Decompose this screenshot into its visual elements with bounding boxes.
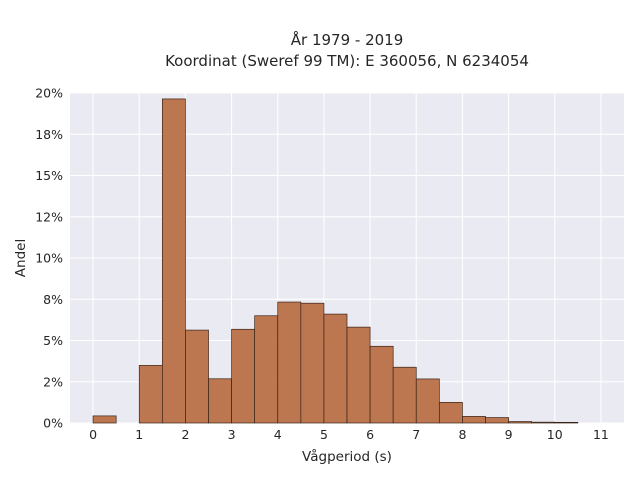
y-tick-label: 18% <box>35 127 63 142</box>
y-tick-label: 10% <box>35 251 63 266</box>
histogram-bar <box>161 98 186 424</box>
histogram-bar <box>300 302 325 424</box>
x-tick-label: 9 <box>505 427 513 442</box>
histogram-bar <box>346 326 371 424</box>
x-tick-labels: 0 1 2 3 4 5 6 7 8 9 10 11 <box>89 427 609 442</box>
x-tick-label: 3 <box>228 427 236 442</box>
y-tick-label: 0% <box>43 416 63 431</box>
x-tick-label: 7 <box>412 427 420 442</box>
histogram-bar <box>369 345 394 424</box>
histogram-bar <box>138 365 163 424</box>
x-tick-label: 5 <box>320 427 328 442</box>
y-tick-label: 8% <box>43 292 63 307</box>
histogram-bar <box>554 421 579 424</box>
histogram-bar <box>415 378 440 424</box>
bars <box>92 98 579 424</box>
histogram-bar <box>185 329 209 424</box>
histogram-bar <box>531 421 556 424</box>
histogram-bar <box>462 416 486 424</box>
y-tick-label: 2% <box>43 374 63 389</box>
y-tick-label: 20% <box>35 86 63 101</box>
x-tick-label: 11 <box>593 427 609 442</box>
histogram-bar <box>485 417 509 424</box>
y-tick-labels: 0% 2% 5% 8% 10% 12% 15% 18% 20% <box>35 86 63 431</box>
x-tick-label: 2 <box>181 427 189 442</box>
x-tick-label: 8 <box>458 427 466 442</box>
x-tick-label: 6 <box>366 427 374 442</box>
histogram-bar <box>208 378 232 424</box>
chart-title-line-2: Koordinat (Sweref 99 TM): E 360056, N 62… <box>165 52 529 70</box>
histogram-bar <box>392 366 417 424</box>
x-tick-label: 4 <box>274 427 282 442</box>
y-tick-label: 12% <box>35 209 63 224</box>
histogram-bar <box>231 328 256 424</box>
histogram-bar <box>277 301 302 424</box>
x-tick-label: 10 <box>547 427 563 442</box>
histogram-bar <box>438 402 463 424</box>
x-axis-label: Vågperiod (s) <box>302 448 392 465</box>
y-axis-label: Andel <box>13 239 29 277</box>
histogram-bar <box>92 415 117 424</box>
chart-title-line-1: År 1979 - 2019 <box>291 30 404 49</box>
y-tick-label: 15% <box>35 168 63 183</box>
x-tick-label: 1 <box>135 427 143 442</box>
x-tick-label: 0 <box>89 427 97 442</box>
histogram-bar <box>323 313 348 424</box>
histogram-bar <box>508 421 533 424</box>
y-tick-label: 5% <box>43 333 63 348</box>
histogram-bar <box>254 315 279 424</box>
